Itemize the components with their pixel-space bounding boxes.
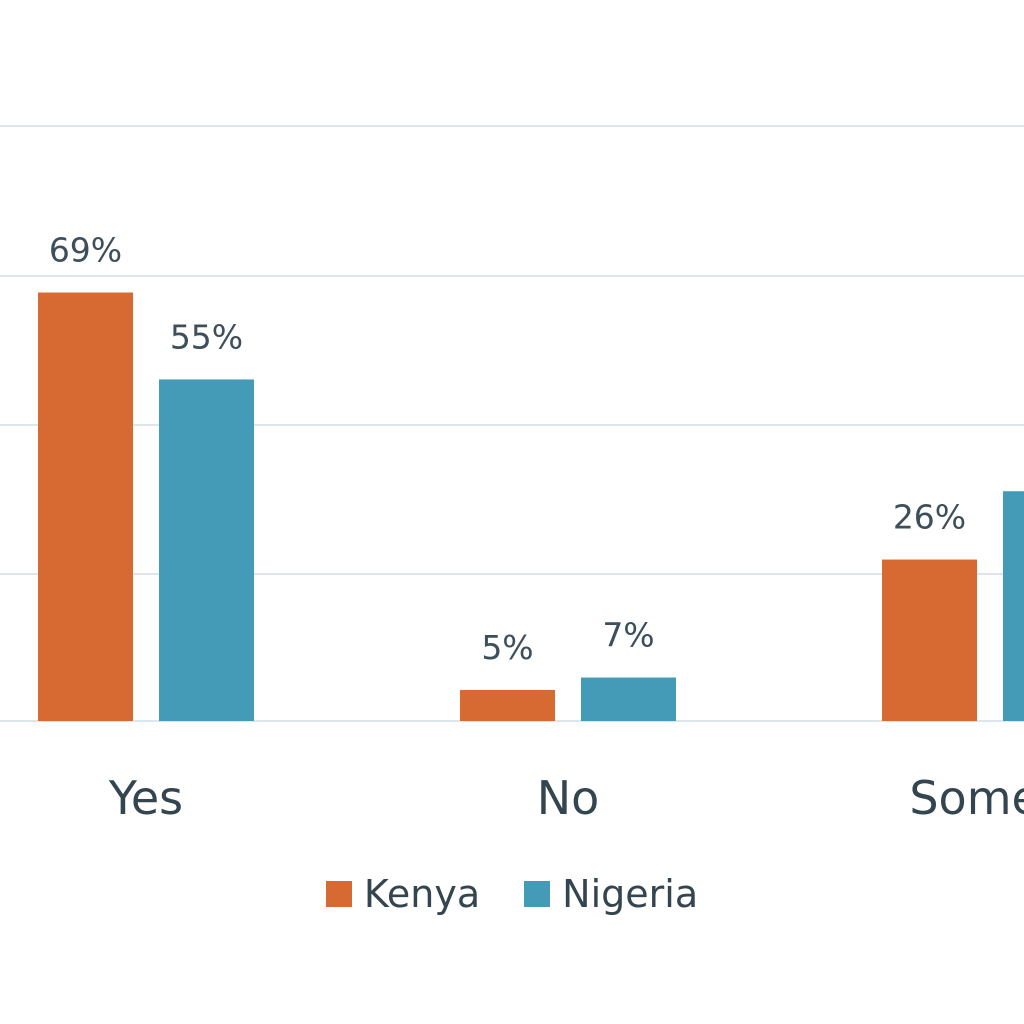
legend-swatch-nigeria bbox=[524, 881, 551, 907]
bar-nigeria-no bbox=[581, 677, 676, 721]
bar-kenya-yes bbox=[38, 292, 133, 721]
data-label-kenya-no: 5% bbox=[481, 628, 533, 667]
legend-label-nigeria: Nigeria bbox=[562, 872, 699, 916]
data-label-nigeria-no: 7% bbox=[602, 616, 654, 655]
data-label-kenya-yes: 69% bbox=[49, 231, 122, 270]
legend-swatch-kenya bbox=[325, 881, 352, 907]
bar-kenya-no bbox=[460, 689, 555, 721]
category-label-yes: Yes bbox=[108, 771, 183, 825]
category-label-someti: Someti bbox=[909, 771, 1024, 825]
bar-kenya-someti bbox=[882, 559, 977, 721]
legend-item-nigeria: Nigeria bbox=[524, 872, 698, 916]
legend-label-kenya: Kenya bbox=[363, 872, 481, 916]
data-label-nigeria-yes: 55% bbox=[170, 317, 243, 356]
legend-item-kenya: Kenya bbox=[325, 872, 481, 916]
data-label-kenya-someti: 26% bbox=[893, 498, 966, 537]
category-label-no: No bbox=[537, 771, 600, 825]
bar-nigeria-someti bbox=[1003, 491, 1024, 721]
bar-nigeria-yes bbox=[159, 379, 254, 721]
legend: Kenya Nigeria bbox=[0, 872, 1024, 916]
